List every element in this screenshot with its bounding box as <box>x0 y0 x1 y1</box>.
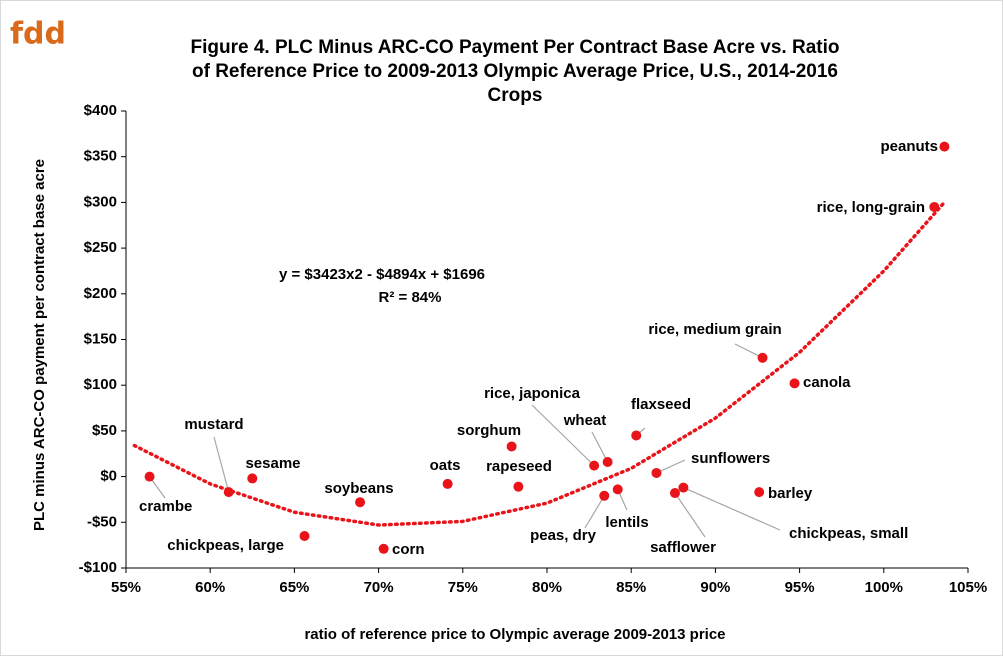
point-label: corn <box>392 541 425 558</box>
point <box>789 378 800 389</box>
point-label: canola <box>803 374 851 391</box>
point <box>589 460 600 471</box>
y-tick-label: $150 <box>84 330 117 347</box>
equation: y = $3423x2 - $4894x + $1696 <box>279 266 485 283</box>
leader-line <box>213 436 230 493</box>
logo: fdd <box>10 17 66 52</box>
x-tick-label: 105% <box>949 579 987 596</box>
point <box>631 430 642 441</box>
point-label: oats <box>430 457 461 474</box>
leader-line <box>584 495 605 529</box>
y-tick-label: $350 <box>84 148 117 165</box>
leader-line <box>683 487 781 531</box>
point-label: wheat <box>563 412 607 429</box>
x-tick-label: 60% <box>195 579 225 596</box>
point <box>678 482 689 493</box>
point-label: rice, japonica <box>484 385 581 402</box>
point <box>754 487 765 498</box>
x-tick-label: 80% <box>532 579 562 596</box>
leader-line <box>656 459 686 474</box>
point-label: barley <box>768 485 813 502</box>
point-label: flaxseed <box>631 396 691 413</box>
y-axis-title: PLC minus ARC-CO payment per contract ba… <box>31 159 48 531</box>
leader-line <box>591 431 609 463</box>
x-tick-label: 85% <box>616 579 646 596</box>
y-tick-label: $50 <box>92 422 117 439</box>
point-label: sesame <box>245 455 300 472</box>
x-tick-label: 95% <box>785 579 815 596</box>
point <box>442 478 453 489</box>
x-tick-label: 100% <box>865 579 903 596</box>
leader-line <box>734 343 763 359</box>
point-label: sunflowers <box>691 450 770 467</box>
point <box>513 481 524 492</box>
x-tick-label: 70% <box>364 579 394 596</box>
x-tick-label: 75% <box>448 579 478 596</box>
y-tick-label: $400 <box>84 102 117 119</box>
chart-title: of Reference Price to 2009-2013 Olympic … <box>192 61 838 82</box>
y-tick-label: $250 <box>84 239 117 256</box>
chart-title: Crops <box>488 85 543 106</box>
point <box>651 467 662 478</box>
y-tick-label: -$50 <box>87 513 117 530</box>
point <box>299 531 310 542</box>
x-tick-label: 90% <box>700 579 730 596</box>
point <box>599 490 610 501</box>
leader-line <box>674 492 706 538</box>
point-label: safflower <box>650 539 716 556</box>
point-label: rice, medium grain <box>648 321 781 338</box>
point <box>506 441 517 452</box>
x-tick-label: 55% <box>111 579 141 596</box>
x-tick-label: 65% <box>279 579 309 596</box>
point-label: chickpeas, small <box>789 525 908 542</box>
point <box>144 471 155 482</box>
point <box>669 488 680 499</box>
y-tick-label: -$100 <box>79 559 117 576</box>
point <box>612 484 623 495</box>
point <box>223 487 234 498</box>
x-axis-title: ratio of reference price to Olympic aver… <box>304 626 725 643</box>
point-label: soybeans <box>324 480 393 497</box>
point <box>939 141 950 152</box>
point <box>929 201 940 212</box>
y-tick-label: $200 <box>84 285 117 302</box>
chart-title: Figure 4. PLC Minus ARC-CO Payment Per C… <box>191 37 840 58</box>
point-label: sorghum <box>457 422 521 439</box>
y-tick-label: $0 <box>100 468 117 485</box>
point-label: peas, dry <box>530 527 597 544</box>
point <box>378 543 389 554</box>
point-label: crambe <box>139 498 192 515</box>
point <box>247 473 258 484</box>
point-label: mustard <box>184 416 243 433</box>
y-tick-label: $300 <box>84 193 117 210</box>
logo-box <box>6 10 70 60</box>
y-tick-label: $100 <box>84 376 117 393</box>
point-label: chickpeas, large <box>167 537 284 554</box>
trendline <box>132 202 945 527</box>
point-label: lentils <box>605 514 648 531</box>
r-squared: R² = 84% <box>379 289 442 306</box>
leader-line <box>531 404 595 467</box>
point-label: rapeseed <box>486 458 552 475</box>
point <box>355 497 366 508</box>
point <box>602 456 613 467</box>
point-label: peanuts <box>880 138 938 155</box>
point-label: rice, long-grain <box>817 199 925 216</box>
point <box>757 352 768 363</box>
